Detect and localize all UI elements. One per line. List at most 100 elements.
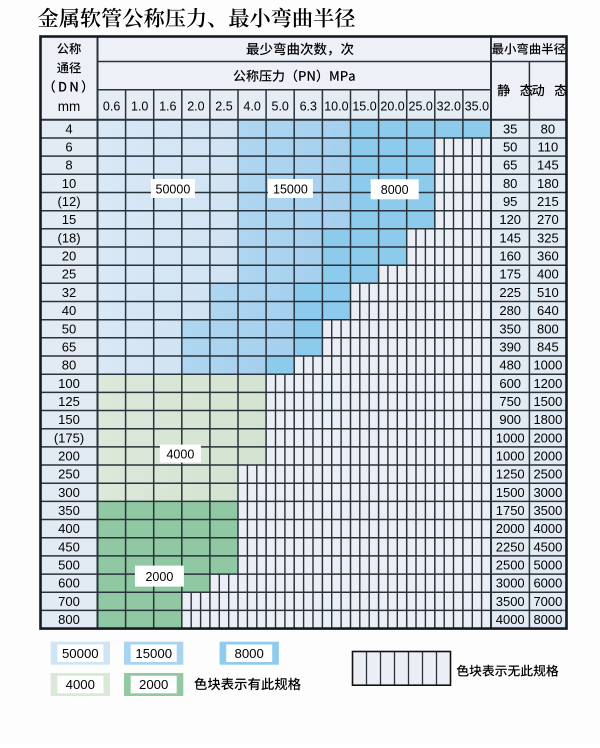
svg-text:2000: 2000 xyxy=(496,521,525,536)
svg-text:100: 100 xyxy=(58,376,80,391)
svg-text:400: 400 xyxy=(537,267,559,282)
svg-text:1.0: 1.0 xyxy=(131,100,148,114)
svg-text:145: 145 xyxy=(499,230,521,245)
svg-text:3000: 3000 xyxy=(496,576,525,591)
svg-text:65: 65 xyxy=(62,339,76,354)
svg-text:250: 250 xyxy=(58,467,80,482)
svg-text:32: 32 xyxy=(62,285,76,300)
svg-text:215: 215 xyxy=(537,194,559,209)
svg-text:750: 750 xyxy=(499,394,521,409)
svg-text:8: 8 xyxy=(65,158,72,173)
svg-text:200: 200 xyxy=(58,448,80,463)
svg-text:15000: 15000 xyxy=(273,182,308,196)
svg-text:600: 600 xyxy=(58,576,80,591)
svg-text:1800: 1800 xyxy=(533,412,562,427)
svg-text:95: 95 xyxy=(503,194,517,209)
svg-text:8000: 8000 xyxy=(381,183,409,197)
svg-text:4000: 4000 xyxy=(66,677,95,692)
svg-text:640: 640 xyxy=(537,303,559,318)
svg-text:2000: 2000 xyxy=(145,570,173,584)
svg-text:160: 160 xyxy=(499,249,521,264)
svg-text:2500: 2500 xyxy=(533,467,562,482)
svg-text:32.0: 32.0 xyxy=(437,100,461,114)
svg-text:360: 360 xyxy=(537,249,559,264)
svg-text:40: 40 xyxy=(62,303,76,318)
svg-text:900: 900 xyxy=(499,412,521,427)
svg-text:845: 845 xyxy=(537,339,559,354)
svg-text:35.0: 35.0 xyxy=(465,100,489,114)
svg-text:2000: 2000 xyxy=(533,448,562,463)
svg-text:20.0: 20.0 xyxy=(380,100,404,114)
svg-text:4.0: 4.0 xyxy=(243,100,260,114)
svg-text:4000: 4000 xyxy=(496,612,525,627)
svg-text:15.0: 15.0 xyxy=(352,100,376,114)
svg-text:800: 800 xyxy=(537,321,559,336)
svg-text:20: 20 xyxy=(62,249,76,264)
svg-text:350: 350 xyxy=(499,321,521,336)
svg-text:35: 35 xyxy=(503,121,517,136)
svg-text:225: 225 xyxy=(499,285,521,300)
svg-text:700: 700 xyxy=(58,594,80,609)
svg-text:400: 400 xyxy=(58,521,80,536)
svg-text:1750: 1750 xyxy=(496,503,525,518)
svg-text:350: 350 xyxy=(58,503,80,518)
svg-text:80: 80 xyxy=(62,358,76,373)
svg-text:800: 800 xyxy=(58,612,80,627)
svg-text:50000: 50000 xyxy=(156,182,191,196)
svg-text:8000: 8000 xyxy=(235,646,264,661)
svg-text:3000: 3000 xyxy=(533,485,562,500)
svg-text:1000: 1000 xyxy=(496,448,525,463)
svg-text:3500: 3500 xyxy=(533,503,562,518)
svg-text:120: 120 xyxy=(499,212,521,227)
svg-text:480: 480 xyxy=(499,358,521,373)
svg-text:(175): (175) xyxy=(54,430,84,445)
svg-text:25: 25 xyxy=(62,267,76,282)
svg-text:2.0: 2.0 xyxy=(187,100,204,114)
svg-text:50: 50 xyxy=(503,140,517,155)
svg-text:2250: 2250 xyxy=(496,539,525,554)
svg-text:600: 600 xyxy=(499,376,521,391)
svg-text:1250: 1250 xyxy=(496,467,525,482)
svg-text:2000: 2000 xyxy=(139,677,168,692)
svg-text:3500: 3500 xyxy=(496,594,525,609)
svg-text:180: 180 xyxy=(537,176,559,191)
svg-text:(12): (12) xyxy=(57,194,80,209)
svg-text:15: 15 xyxy=(62,212,76,227)
svg-text:390: 390 xyxy=(499,339,521,354)
svg-text:mm: mm xyxy=(58,99,81,114)
svg-text:4000: 4000 xyxy=(533,521,562,536)
svg-text:300: 300 xyxy=(58,485,80,500)
svg-text:450: 450 xyxy=(58,539,80,554)
svg-text:2.5: 2.5 xyxy=(215,100,232,114)
svg-text:5000: 5000 xyxy=(533,558,562,573)
svg-text:4500: 4500 xyxy=(533,539,562,554)
svg-text:500: 500 xyxy=(58,558,80,573)
svg-text:325: 325 xyxy=(537,230,559,245)
svg-text:(18): (18) xyxy=(57,230,80,245)
svg-text:1200: 1200 xyxy=(533,376,562,391)
svg-text:8000: 8000 xyxy=(533,612,562,627)
svg-text:80: 80 xyxy=(503,176,517,191)
svg-text:1000: 1000 xyxy=(496,430,525,445)
svg-text:175: 175 xyxy=(499,267,521,282)
svg-text:1.6: 1.6 xyxy=(159,100,176,114)
svg-text:280: 280 xyxy=(499,303,521,318)
svg-text:2000: 2000 xyxy=(533,430,562,445)
svg-text:1500: 1500 xyxy=(533,394,562,409)
svg-text:125: 125 xyxy=(58,394,80,409)
svg-text:1500: 1500 xyxy=(496,485,525,500)
svg-text:25.0: 25.0 xyxy=(409,100,433,114)
svg-text:510: 510 xyxy=(537,285,559,300)
svg-text:270: 270 xyxy=(537,212,559,227)
svg-text:110: 110 xyxy=(538,140,559,155)
svg-text:150: 150 xyxy=(58,412,80,427)
svg-text:10.0: 10.0 xyxy=(324,100,348,114)
svg-text:15000: 15000 xyxy=(135,646,172,661)
svg-text:0.6: 0.6 xyxy=(103,100,120,114)
svg-text:10: 10 xyxy=(62,176,76,191)
svg-text:4000: 4000 xyxy=(166,448,194,462)
svg-text:6000: 6000 xyxy=(533,576,562,591)
svg-text:6.3: 6.3 xyxy=(300,100,317,114)
svg-text:4: 4 xyxy=(65,121,72,136)
svg-text:145: 145 xyxy=(537,158,559,173)
